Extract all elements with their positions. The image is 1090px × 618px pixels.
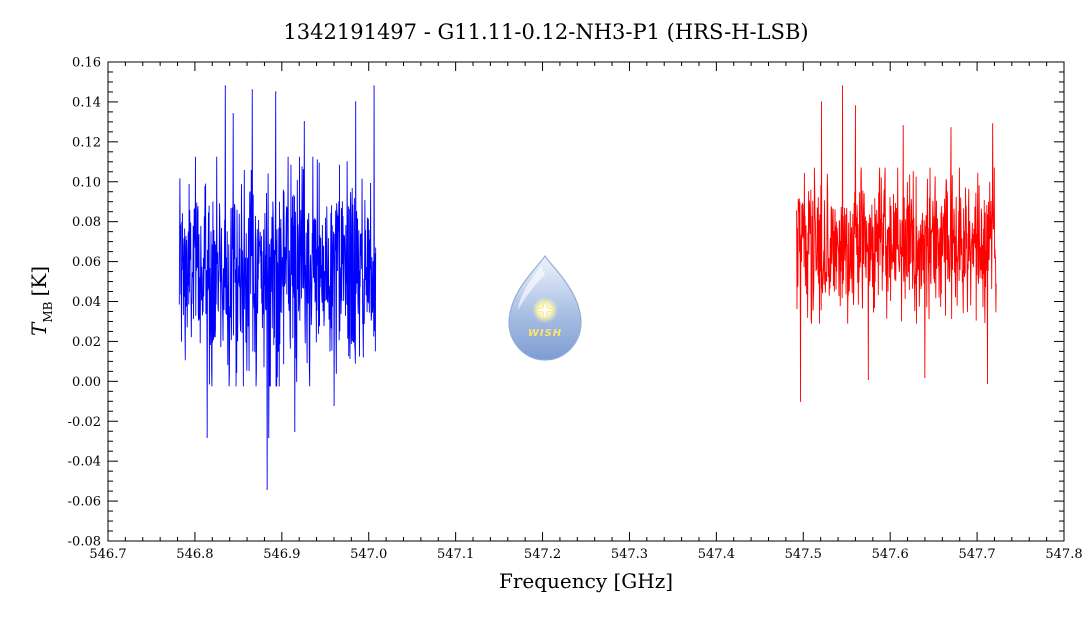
series-1-point [224, 85, 226, 87]
x-tick-label: 547.5 [785, 547, 822, 562]
series-1-point [275, 91, 277, 93]
y-tick-label: 0.06 [72, 255, 101, 270]
series-1-point [206, 436, 208, 438]
series-1-point [232, 113, 234, 115]
x-tick-label: 547.1 [437, 547, 474, 562]
y-tick-label: 0.16 [72, 56, 101, 71]
x-tick-label: 547.7 [958, 547, 995, 562]
series-line-1 [178, 85, 377, 490]
series-2-point [950, 127, 952, 129]
series-1-point [266, 488, 268, 490]
y-tick-label: -0.08 [68, 535, 101, 550]
y-tick-label: 0.08 [72, 215, 101, 230]
y-axis-label: TMB [K] [27, 266, 55, 336]
x-tick-label: 546.7 [89, 547, 126, 562]
series-1-point [355, 101, 357, 103]
y-tick-label: -0.02 [68, 415, 101, 430]
y-axis-label-symbol: T [27, 321, 51, 336]
y-tick-label: -0.04 [68, 455, 101, 470]
series-2-point [902, 125, 904, 127]
y-tick-label: 0.04 [72, 295, 101, 310]
plot-frame [107, 61, 1065, 542]
series-1-point [251, 89, 253, 91]
series-2-point [992, 123, 994, 125]
y-tick-label: 0.12 [72, 135, 101, 150]
series-1-point [333, 404, 335, 406]
x-tick-label: 546.8 [176, 547, 213, 562]
series-2-point [841, 85, 843, 87]
series-2-point [854, 105, 857, 107]
y-tick-label: 0.02 [72, 335, 101, 350]
y-tick-label: 0.00 [72, 375, 101, 390]
y-axis-label-subscript: MB [41, 301, 55, 322]
logo-text: WISH [528, 328, 562, 339]
series-2-point [867, 378, 870, 380]
x-axis-label: Frequency [GHz] [499, 569, 673, 593]
y-tick-label: -0.06 [68, 495, 101, 510]
x-tick-label: 547.6 [872, 547, 909, 562]
ticks: 546.7 546.8 546.9 547.0 547.1 547.2 547.3 547.4… [68, 56, 1083, 563]
series-1-point [303, 121, 306, 123]
x-tick-label: 547.2 [524, 547, 561, 562]
series-2-point [820, 101, 823, 103]
series-line-2 [795, 85, 997, 402]
y-axis-label-unit: [K] [27, 266, 51, 297]
x-tick-label: 547.8 [1045, 547, 1082, 562]
series-1-point [373, 85, 375, 87]
series-2-point [800, 400, 802, 402]
y-tick-label: 0.14 [72, 95, 101, 110]
wish-logo: WISH [508, 254, 582, 361]
x-tick-label: 547.0 [350, 547, 387, 562]
series-layer [178, 85, 997, 490]
series-1-point [268, 436, 270, 438]
x-tick-label: 546.9 [263, 547, 300, 562]
series-1-point [294, 430, 296, 432]
x-tick-label: 547.4 [698, 547, 735, 562]
y-tick-label: 0.10 [72, 175, 101, 190]
chart-title: 1342191497 - G11.11-0.12-NH3-P1 (HRS-H-L… [283, 20, 808, 44]
series-2-point [924, 376, 926, 378]
x-tick-label: 547.3 [611, 547, 648, 562]
series-2-point [986, 382, 989, 384]
